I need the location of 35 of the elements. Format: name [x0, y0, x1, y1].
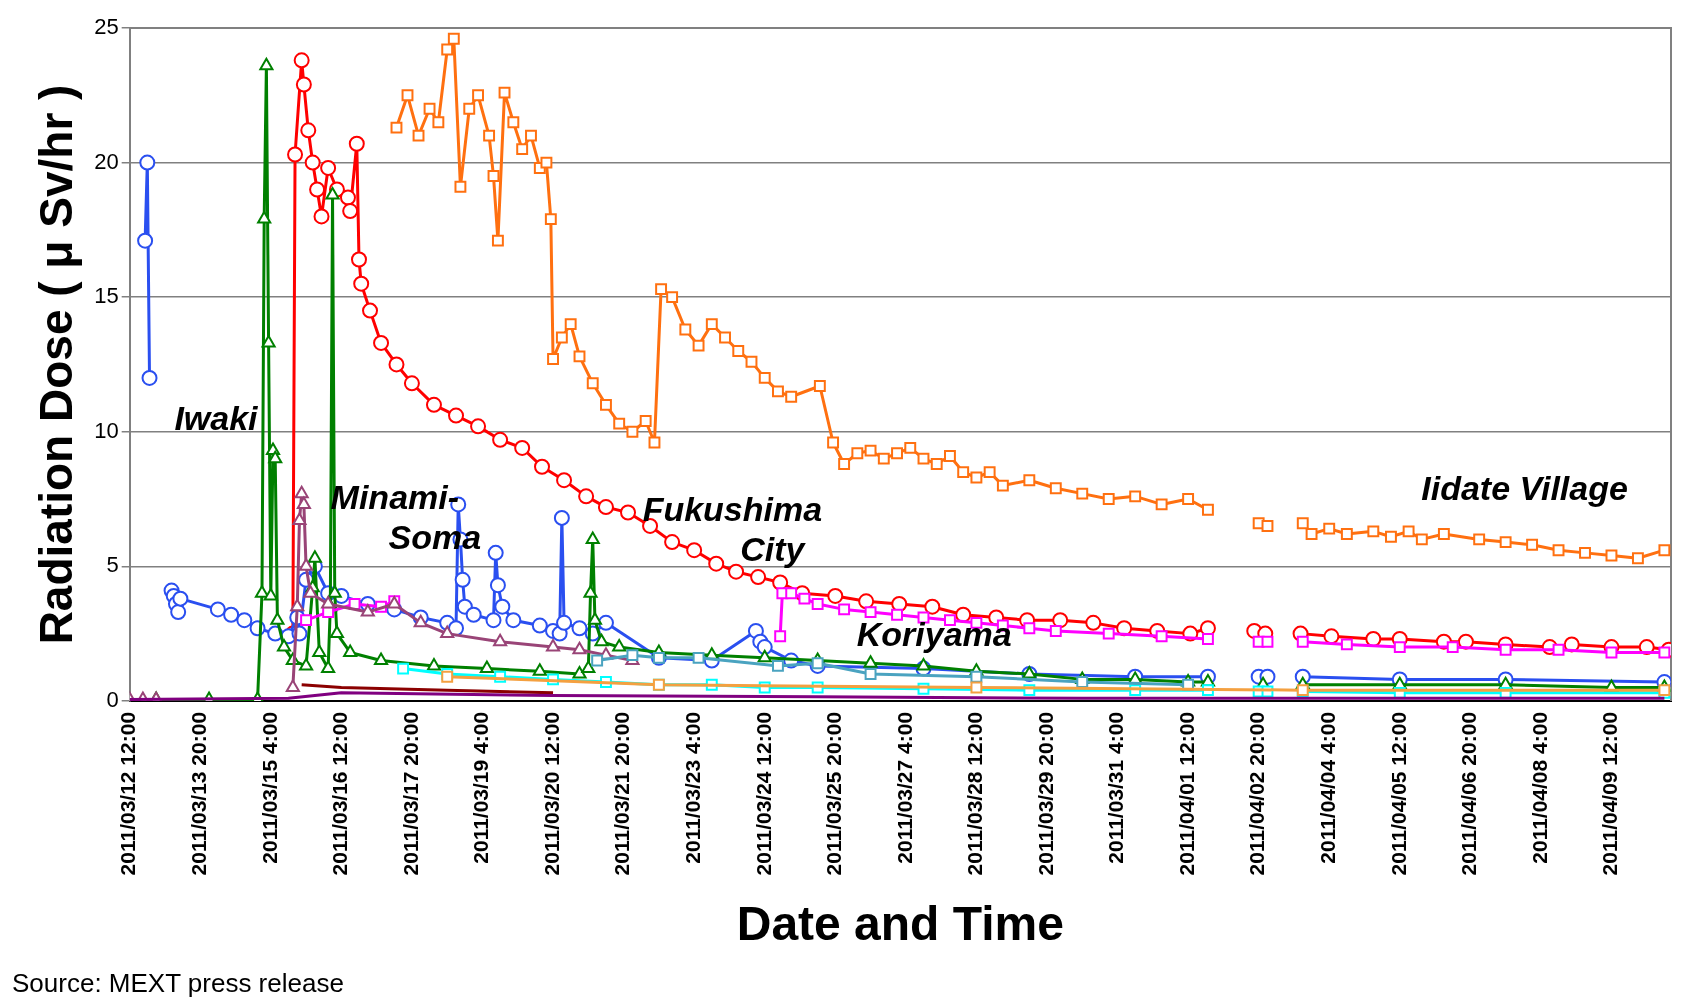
x-tick-label: 2011/03/16 12:00 [328, 711, 352, 876]
source-note: Source: MEXT press release [12, 968, 344, 999]
x-tick-label: 2011/03/21 20:00 [610, 711, 634, 876]
x-tick-label: 2011/04/08 4:00 [1527, 711, 1551, 864]
x-tick-label: 2011/03/27 4:00 [892, 711, 916, 864]
y-tick-label: 25 [94, 14, 119, 40]
x-axis-title: Date and Time [736, 897, 1064, 951]
x-tick-label: 2011/04/06 20:00 [1457, 711, 1481, 876]
y-tick-label: 10 [94, 417, 119, 443]
y-tick-label: 5 [106, 552, 119, 578]
series-label: Fukushima City [642, 489, 823, 568]
x-tick-label: 2011/04/04 4:00 [1316, 711, 1340, 864]
x-tick-label: 2011/04/02 20:00 [1245, 711, 1269, 876]
x-tick-label: 2011/04/05 12:00 [1386, 711, 1410, 876]
x-tick-label: 2011/03/28 12:00 [963, 711, 987, 876]
x-tick-label: 2011/04/01 12:00 [1174, 711, 1198, 876]
y-tick-label: 15 [94, 283, 119, 309]
x-tick-label: 2011/03/15 4:00 [257, 711, 281, 864]
x-tick-label: 2011/03/23 4:00 [680, 711, 704, 864]
x-tick-label: 2011/03/20 12:00 [539, 711, 563, 876]
x-tick-label: 2011/03/13 20:00 [187, 711, 211, 876]
x-tick-label: 2011/03/29 20:00 [1033, 711, 1057, 876]
x-tick-label: 2011/03/24 12:00 [751, 711, 775, 876]
x-tick-label: 2011/03/31 4:00 [1104, 711, 1128, 864]
y-axis-title: Radiation Dose ( μ Sv/hr ) [30, 84, 83, 645]
series-label: Iwaki [174, 399, 260, 438]
x-tick-label: 2011/04/09 12:00 [1598, 711, 1622, 876]
x-tick-label: 2011/03/25 20:00 [822, 711, 846, 876]
y-tick-label: 20 [94, 148, 119, 174]
x-tick-label: 2011/03/19 4:00 [469, 711, 493, 864]
x-tick-label: 2011/03/17 20:00 [398, 711, 422, 876]
series-label: Koriyama [856, 614, 1012, 653]
series-label: Iidate Village [1421, 469, 1628, 508]
x-tick-label: 2011/03/12 12:00 [116, 711, 140, 876]
y-tick-label: 0 [106, 686, 119, 712]
